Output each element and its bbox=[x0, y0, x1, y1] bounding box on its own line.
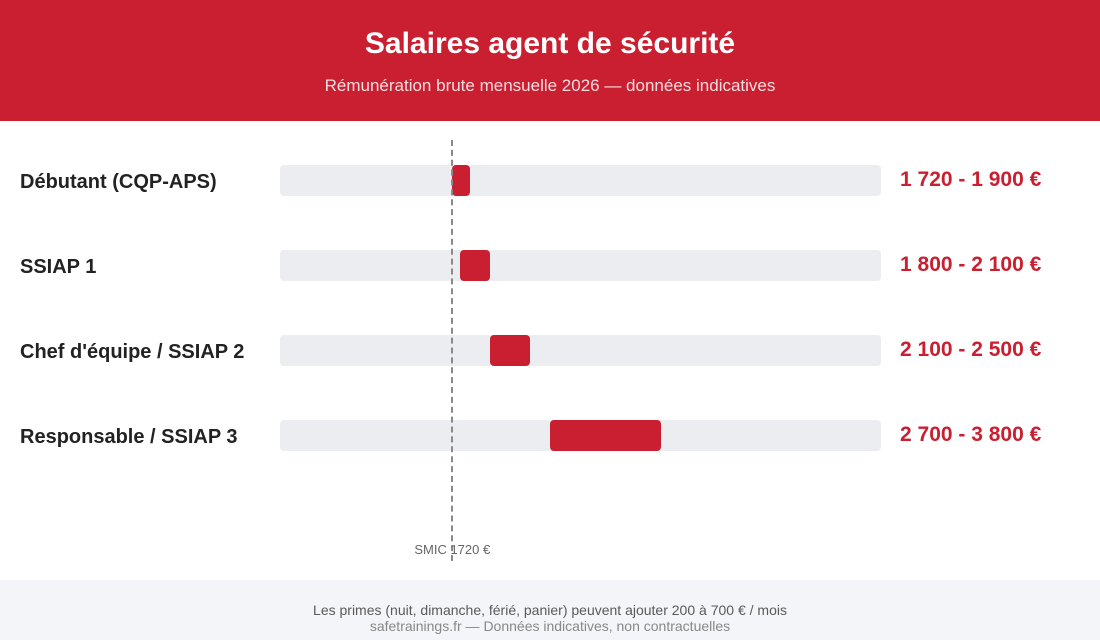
smic-reference-line bbox=[451, 140, 454, 561]
footer-source: safetrainings.fr — Données indicatives, … bbox=[369, 618, 731, 634]
category-label: SSIAP 1 bbox=[20, 256, 97, 278]
bar-track bbox=[280, 165, 881, 196]
chart-footer: Les primes (nuit, dimanche, férié, panie… bbox=[0, 580, 1100, 640]
bar-track bbox=[280, 250, 881, 281]
salary-range-label: 2 700 - 3 800 € bbox=[900, 423, 1042, 446]
chart-header: Salaires agent de sécurité Rémunération … bbox=[0, 0, 1100, 121]
category-label: Débutant (CQP-APS) bbox=[20, 171, 217, 193]
salary-range-bar bbox=[490, 335, 531, 366]
smic-reference-label: SMIC 1720 € bbox=[414, 542, 491, 557]
bar-track bbox=[280, 335, 881, 366]
chart-title: Salaires agent de sécurité bbox=[364, 27, 736, 60]
chart-subtitle: Rémunération brute mensuelle 2026 — donn… bbox=[324, 76, 776, 95]
salary-range-bar bbox=[452, 165, 471, 196]
salary-range-label: 2 100 - 2 500 € bbox=[900, 338, 1042, 361]
salary-range-bar bbox=[550, 420, 661, 451]
category-label: Chef d'équipe / SSIAP 2 bbox=[20, 341, 245, 363]
salary-range-chart: Débutant (CQP-APS) 1 720 - 1 900 € SSIAP 1… bbox=[0, 121, 1100, 580]
footer-note: Les primes (nuit, dimanche, férié, panie… bbox=[313, 602, 787, 618]
salary-range-label: 1 720 - 1 900 € bbox=[900, 168, 1042, 191]
salary-range-label: 1 800 - 2 100 € bbox=[900, 253, 1042, 276]
category-label: Responsable / SSIAP 3 bbox=[20, 426, 238, 448]
salary-range-bar bbox=[460, 250, 491, 281]
